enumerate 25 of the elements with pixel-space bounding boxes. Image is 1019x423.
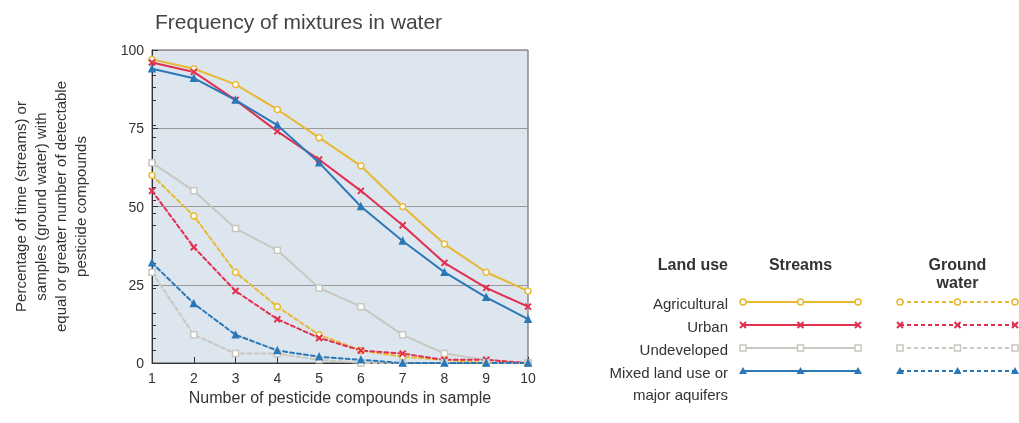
y-tick-label: 100	[120, 42, 145, 58]
x-tick-label: 2	[189, 370, 198, 386]
legend-label: Mixed land use or major aquifers	[608, 363, 728, 405]
legend-title: Land use	[656, 256, 728, 274]
x-tick-label: 6	[356, 370, 365, 386]
text: Streams	[767, 256, 834, 274]
x-tick-label: 9	[482, 370, 491, 386]
legend-label: Urban	[686, 317, 728, 337]
legend-label: Undeveloped	[638, 340, 728, 360]
text: Ground water	[927, 256, 988, 292]
y-tick-label: 50	[128, 198, 145, 215]
x-tick-label: 7	[398, 370, 407, 386]
x-tick-label: 5	[315, 370, 324, 386]
x-axis-title: Number of pesticide compounds in sample	[188, 389, 492, 407]
x-tick-label: 10	[520, 370, 536, 386]
y-tick-label: 25	[128, 276, 145, 293]
chart-title: Frequency of mixtures in water	[155, 10, 443, 33]
y-tick-label: 0	[136, 355, 145, 371]
y-tick-label: 75	[128, 120, 145, 137]
y-axis-title: Percentage of time (streams) or samples (ground water) with equal or greater number of detectable pesticide compounds	[11, 81, 89, 332]
x-tick-label: 4	[273, 370, 282, 386]
x-tick-label: 1	[148, 370, 157, 386]
legend-label: Agricultural	[651, 294, 728, 314]
x-tick-label: 8	[440, 370, 449, 386]
x-tick-label: 3	[231, 370, 240, 386]
